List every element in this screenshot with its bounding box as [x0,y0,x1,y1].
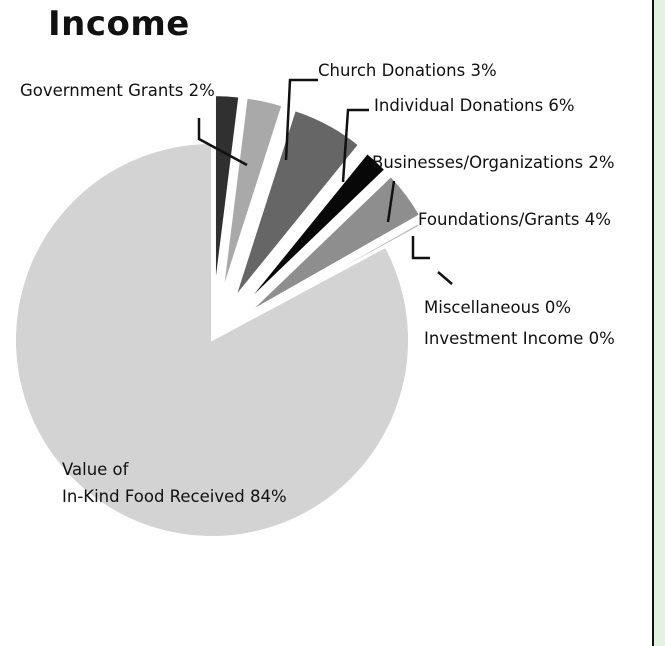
slice-label: Miscellaneous 0% [424,298,571,317]
leader-lines [197,78,453,285]
slice-label: Foundations/Grants 4% [418,210,611,229]
pie-slice [213,94,241,293]
slice-label: Individual Donations 6% [374,96,575,115]
leader-line [411,236,430,260]
slice-label: Value of In-Kind Food Received 84% [62,460,287,506]
slice-label: Businesses/Organizations 2% [372,153,615,172]
pie-slice [233,108,361,299]
leader-line [197,118,248,167]
side-panel [652,0,665,646]
pie-slices [14,94,423,538]
slice-labels: Government Grants 2% Church Donations 3% I… [20,61,615,506]
slice-label: Government Grants 2% [20,81,215,100]
pie-slice [248,174,422,314]
leader-line [437,271,453,285]
chart-title: Income [48,4,190,44]
pie-slice [14,141,410,538]
slice-label: Church Donations 3% [318,61,497,80]
pie-slice [242,151,387,307]
slice-label: Investment Income 0% [424,329,615,348]
leader-line [386,180,396,223]
leader-line [284,78,318,161]
pie-slice [221,96,284,294]
leader-line [341,108,369,183]
